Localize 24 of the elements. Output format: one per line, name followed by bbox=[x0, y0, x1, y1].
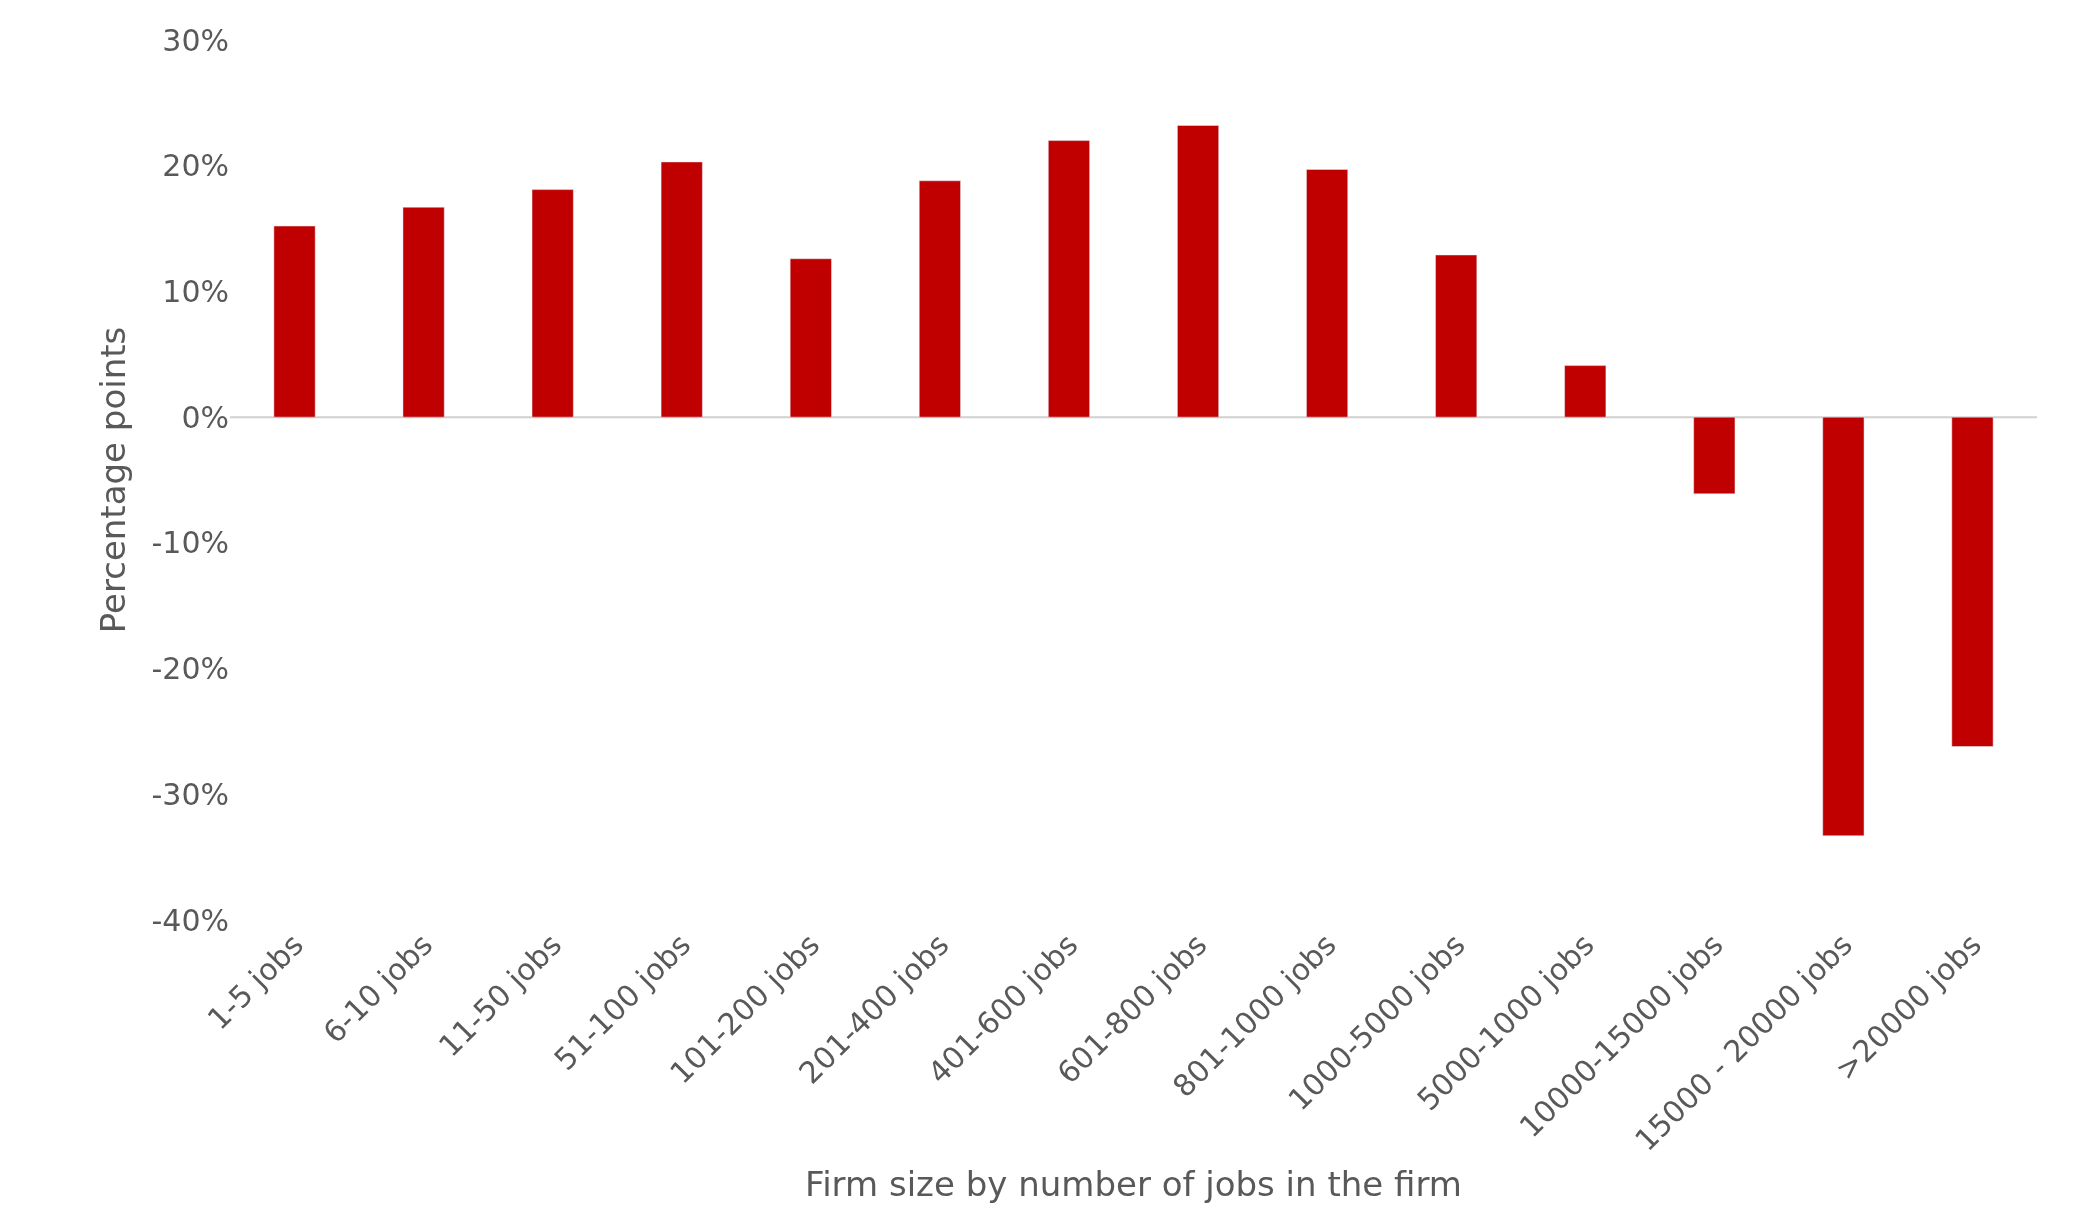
bar bbox=[1951, 416, 1994, 747]
bar bbox=[1306, 169, 1349, 418]
y-tick-label: -40% bbox=[151, 902, 229, 938]
x-axis-title: Firm size by number of jobs in the firm bbox=[805, 1164, 1462, 1205]
y-tick-label: 30% bbox=[162, 22, 229, 58]
bar bbox=[1693, 416, 1736, 495]
y-axis-title: Percentage points bbox=[93, 326, 134, 634]
y-tick-label: -20% bbox=[151, 651, 229, 687]
bar bbox=[789, 258, 832, 418]
bar bbox=[531, 189, 574, 418]
y-tick-label: 0% bbox=[181, 399, 229, 435]
bar bbox=[1564, 365, 1607, 418]
y-tick-label: 20% bbox=[162, 148, 229, 184]
y-tick-label: 10% bbox=[162, 273, 229, 309]
bar bbox=[660, 161, 703, 418]
bar bbox=[1048, 140, 1090, 418]
bar bbox=[1177, 125, 1219, 418]
bar bbox=[402, 206, 445, 418]
bar bbox=[1822, 416, 1865, 837]
bar bbox=[1435, 254, 1478, 418]
bar bbox=[918, 180, 961, 418]
bar bbox=[273, 225, 316, 418]
y-tick-label: -10% bbox=[151, 525, 229, 561]
y-tick-label: -30% bbox=[151, 776, 229, 812]
